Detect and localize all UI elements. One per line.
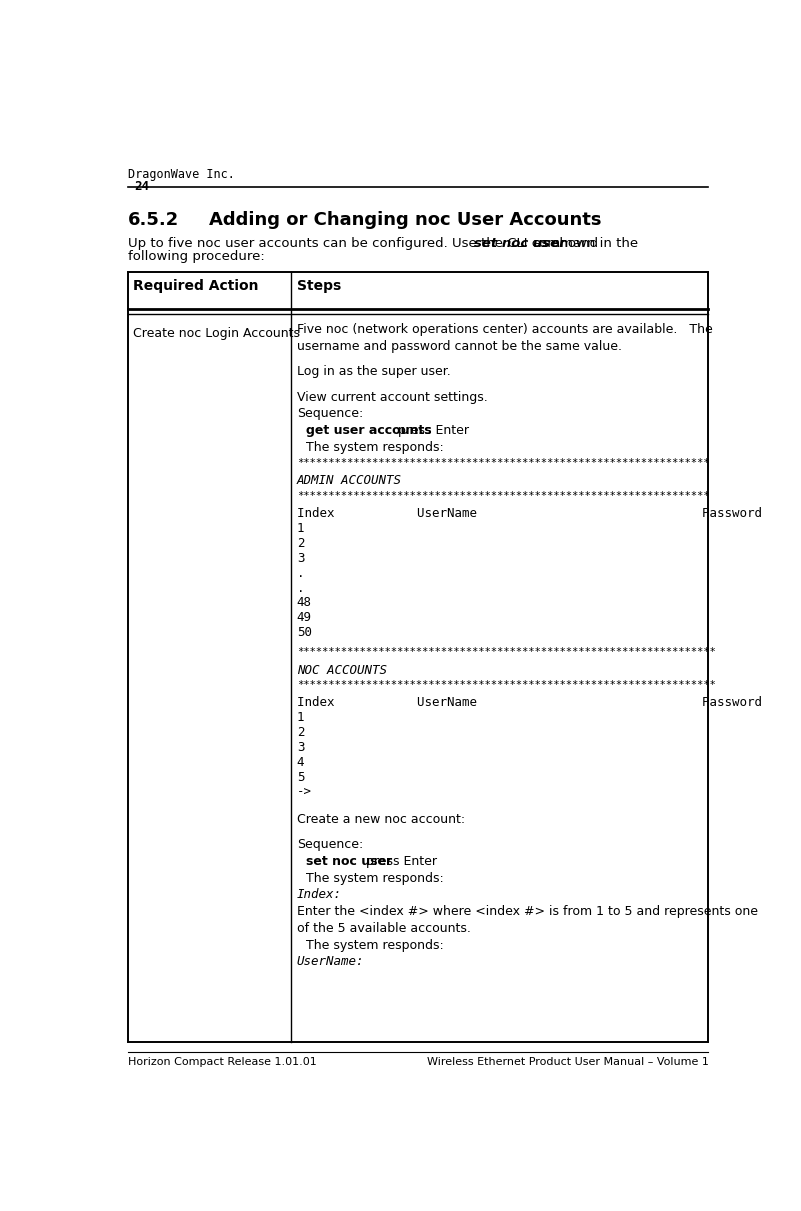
Text: 2: 2 bbox=[297, 727, 304, 739]
Text: 49: 49 bbox=[297, 612, 312, 625]
Text: Adding or Changing noc User Accounts: Adding or Changing noc User Accounts bbox=[209, 211, 602, 229]
Text: press Enter: press Enter bbox=[362, 855, 437, 868]
Text: Enter the <index #> where <index #> is from 1 to 5 and represents one: Enter the <index #> where <index #> is f… bbox=[297, 905, 758, 918]
Text: 4: 4 bbox=[297, 756, 304, 769]
Text: following procedure:: following procedure: bbox=[128, 249, 265, 263]
Text: ******************************************************************: ****************************************… bbox=[297, 458, 710, 467]
Text: Required Action: Required Action bbox=[133, 279, 259, 293]
Text: set noc user: set noc user bbox=[306, 855, 392, 868]
Text: 2: 2 bbox=[297, 536, 304, 550]
Text: 3: 3 bbox=[297, 552, 304, 564]
Text: UserName:: UserName: bbox=[297, 955, 364, 969]
Text: Sequence:: Sequence: bbox=[297, 407, 363, 420]
Text: 3: 3 bbox=[297, 741, 304, 754]
Text: The system responds:: The system responds: bbox=[306, 939, 444, 952]
Text: Sequence:: Sequence: bbox=[297, 838, 363, 851]
Text: 48: 48 bbox=[297, 597, 312, 609]
Text: 50: 50 bbox=[297, 626, 312, 639]
Text: ->: -> bbox=[297, 786, 312, 799]
Text: Steps: Steps bbox=[297, 279, 341, 293]
Text: Horizon Compact Release 1.01.01: Horizon Compact Release 1.01.01 bbox=[128, 1057, 317, 1067]
FancyBboxPatch shape bbox=[128, 272, 708, 1043]
Text: Wireless Ethernet Product User Manual – Volume 1: Wireless Ethernet Product User Manual – … bbox=[427, 1057, 708, 1067]
Text: NOC ACCOUNTS: NOC ACCOUNTS bbox=[297, 664, 387, 677]
Text: Index           UserName                              Password: Index UserName Password bbox=[297, 696, 762, 710]
Text: Up to five noc user accounts can be configured. Use the CLI command: Up to five noc user accounts can be conf… bbox=[128, 236, 606, 249]
Text: .: . bbox=[297, 567, 304, 580]
Text: press Enter: press Enter bbox=[390, 424, 469, 437]
Text: Five noc (network operations center) accounts are available.   The: Five noc (network operations center) acc… bbox=[297, 323, 713, 337]
Text: *******************************************************************: ****************************************… bbox=[297, 647, 715, 658]
Text: get user accounts: get user accounts bbox=[306, 424, 432, 437]
Text: 24: 24 bbox=[135, 179, 149, 193]
Text: Create a new noc account:: Create a new noc account: bbox=[297, 813, 465, 826]
Text: ******************************************************************: ****************************************… bbox=[297, 490, 710, 500]
Text: 5: 5 bbox=[297, 771, 304, 784]
Text: Index           UserName                              Password: Index UserName Password bbox=[297, 507, 762, 520]
Text: DragonWave Inc.: DragonWave Inc. bbox=[128, 167, 235, 180]
Text: The system responds:: The system responds: bbox=[306, 441, 444, 454]
Text: View current account settings.: View current account settings. bbox=[297, 391, 488, 403]
Text: Create noc Login Accounts: Create noc Login Accounts bbox=[133, 327, 300, 340]
Text: Log in as the super user.: Log in as the super user. bbox=[297, 366, 450, 378]
Text: ADMIN ACCOUNTS: ADMIN ACCOUNTS bbox=[297, 475, 402, 487]
Text: username and password cannot be the same value.: username and password cannot be the same… bbox=[297, 340, 622, 354]
Text: as shown in the: as shown in the bbox=[529, 236, 638, 249]
Text: Index:: Index: bbox=[297, 889, 342, 901]
Text: 1: 1 bbox=[297, 522, 304, 535]
Text: *******************************************************************: ****************************************… bbox=[297, 681, 715, 690]
Text: of the 5 available accounts.: of the 5 available accounts. bbox=[297, 922, 471, 935]
Text: The system responds:: The system responds: bbox=[306, 872, 444, 884]
Text: 6.5.2: 6.5.2 bbox=[128, 211, 179, 229]
Text: set noc user: set noc user bbox=[474, 236, 566, 249]
Text: .: . bbox=[297, 581, 304, 595]
Text: 1: 1 bbox=[297, 711, 304, 724]
